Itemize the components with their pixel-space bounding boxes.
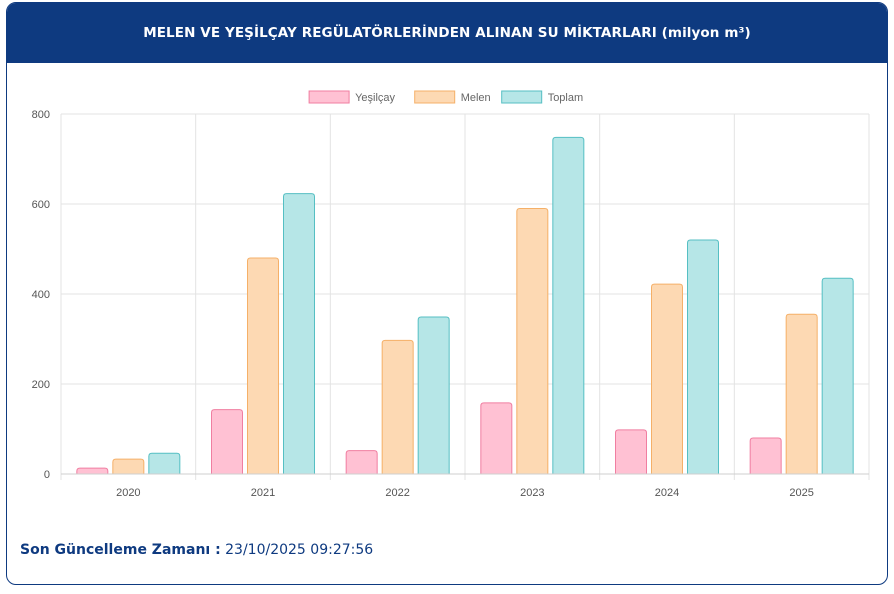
- legend-label[interactable]: Melen: [461, 92, 491, 104]
- bar-toplam-2024[interactable]: [687, 239, 719, 475]
- bar-melen-2020[interactable]: [112, 458, 145, 475]
- x-tick-label: 2023: [520, 487, 544, 499]
- last-update-label: Son Güncelleme Zamanı :: [20, 542, 221, 558]
- bar-yeşilçay-2023[interactable]: [480, 402, 513, 475]
- bar-yeşilçay-2020[interactable]: [76, 467, 109, 475]
- legend-label[interactable]: Yeşilçay: [355, 92, 395, 104]
- y-tick-label: 400: [32, 289, 50, 301]
- y-tick-label: 800: [32, 109, 50, 121]
- bar-melen-2021[interactable]: [247, 257, 279, 475]
- x-tick-label: 2020: [116, 487, 140, 499]
- bar-melen-2024[interactable]: [651, 283, 683, 475]
- x-tick-label: 2024: [655, 487, 679, 499]
- bar-toplam-2021[interactable]: [283, 193, 315, 475]
- x-tick-label: 2021: [251, 487, 275, 499]
- bar-yeşilçay-2021[interactable]: [211, 409, 243, 475]
- bar-toplam-2023[interactable]: [552, 136, 585, 475]
- bar-toplam-2020[interactable]: [148, 452, 181, 475]
- x-tick-label: 2025: [789, 487, 813, 499]
- legend-swatch-melen[interactable]: [414, 90, 456, 104]
- legend-label[interactable]: Toplam: [548, 92, 583, 104]
- bar-toplam-2022[interactable]: [417, 316, 450, 475]
- y-tick-label: 600: [32, 199, 50, 211]
- x-tick-label: 2022: [385, 487, 409, 499]
- bar-yeşilçay-2024[interactable]: [615, 429, 647, 475]
- chart-header: MELEN VE YEŞİLÇAY REGÜLATÖRLERİNDEN ALIN…: [7, 3, 887, 63]
- last-update: Son Güncelleme Zamanı : 23/10/2025 09:27…: [20, 542, 373, 558]
- bar-yeşilçay-2025[interactable]: [749, 437, 782, 475]
- last-update-value: 23/10/2025 09:27:56: [225, 542, 374, 558]
- legend-swatch-yeşilçay[interactable]: [308, 90, 350, 104]
- legend-swatch-toplam[interactable]: [501, 90, 543, 104]
- bar-melen-2022[interactable]: [381, 339, 414, 475]
- y-tick-label: 200: [32, 379, 50, 391]
- chart-title: MELEN VE YEŞİLÇAY REGÜLATÖRLERİNDEN ALIN…: [143, 25, 751, 41]
- y-tick-label: 0: [44, 469, 50, 481]
- bar-melen-2025[interactable]: [785, 313, 818, 475]
- bar-melen-2023[interactable]: [516, 208, 549, 475]
- bar-toplam-2025[interactable]: [821, 277, 854, 475]
- bar-yeşilçay-2022[interactable]: [345, 450, 378, 475]
